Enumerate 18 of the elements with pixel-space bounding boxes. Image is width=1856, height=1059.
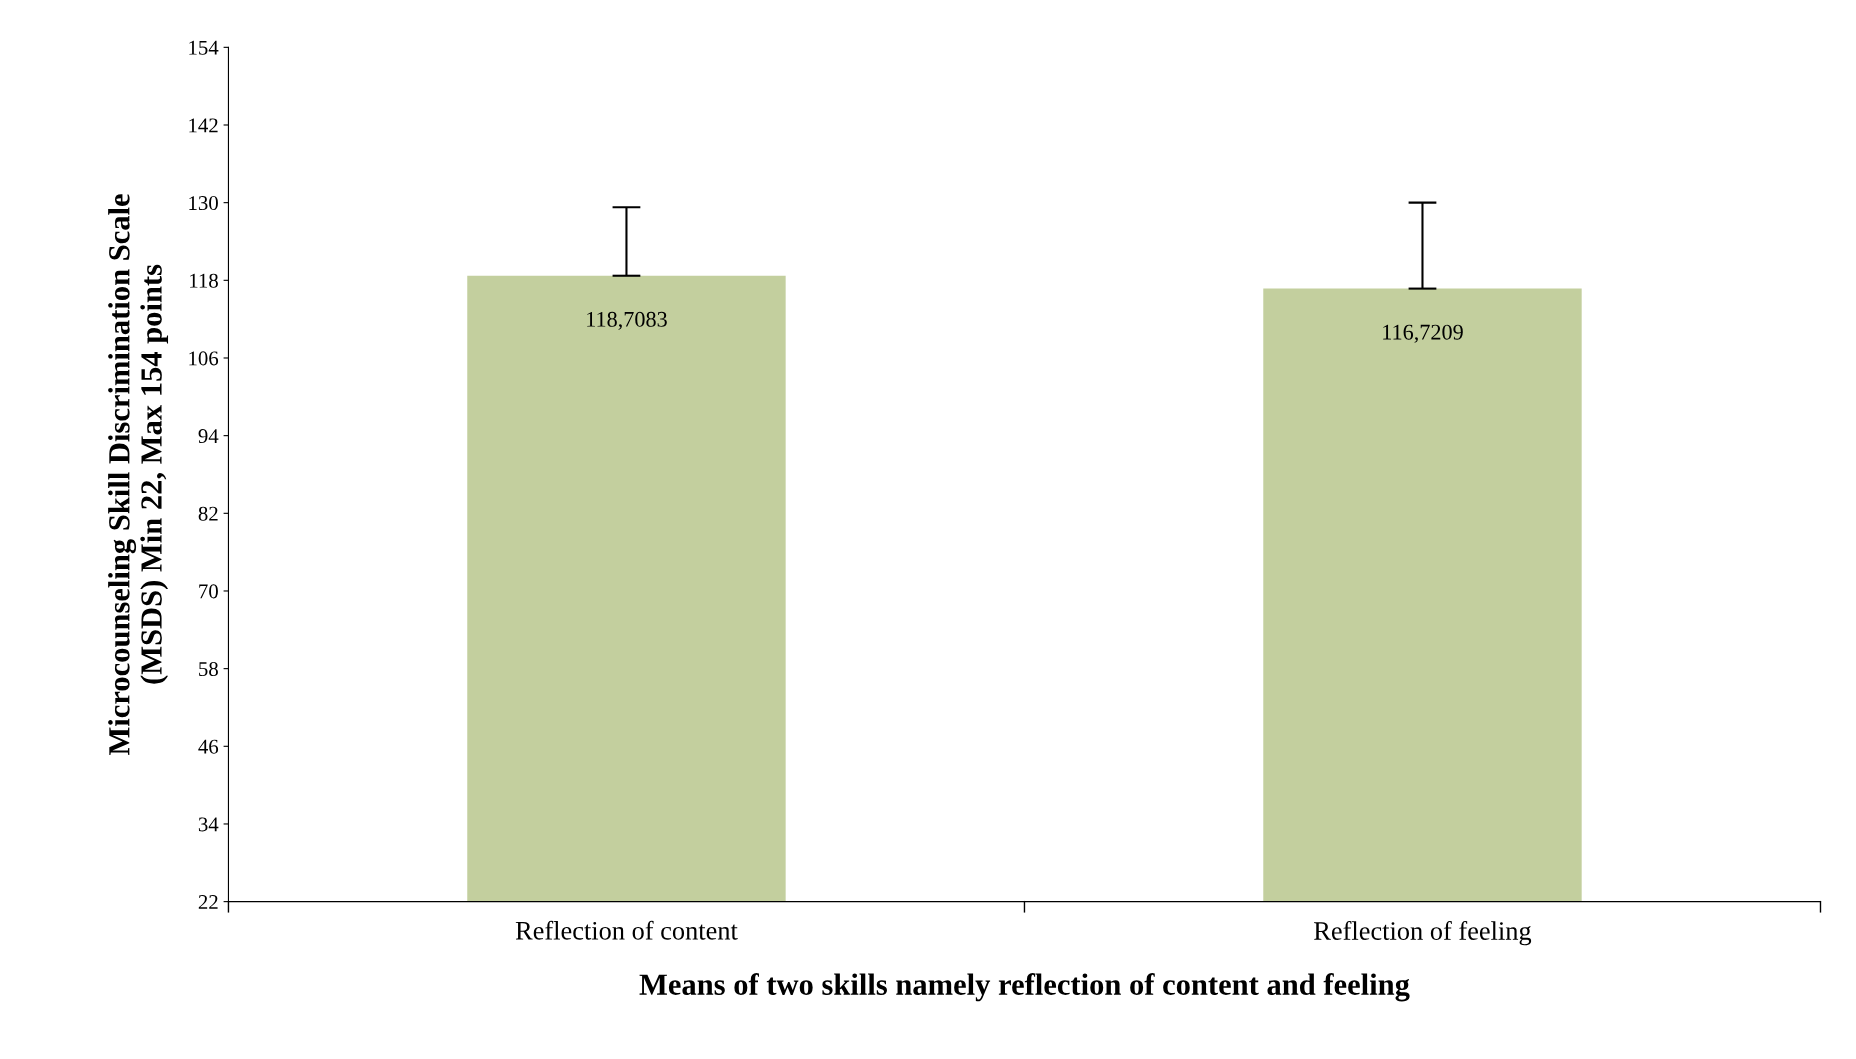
- y-tick-label: 118: [190, 273, 218, 288]
- y-tick-label: 46: [198, 739, 219, 754]
- data-label: 118,7083: [587, 311, 667, 330]
- y-tick-label: 106: [189, 351, 219, 366]
- y-tick-label: 82: [198, 506, 218, 521]
- y-tick-label: 70: [199, 584, 218, 599]
- y-axis-title: Microcounseling Skill Discrimination Scale (MSDS) Min 22, Max 154 points: [108, 194, 169, 756]
- x-tick-label: Reflection of content: [515, 920, 738, 940]
- y-tick-label: 58: [199, 662, 218, 677]
- y-tick-label: 22: [198, 895, 218, 909]
- y-tick-label: 34: [198, 817, 219, 832]
- y-tick-label: 154: [189, 40, 219, 55]
- data-label: 116,7209: [1383, 324, 1463, 343]
- y-tick-label: 142: [189, 118, 218, 133]
- y-tick-label: 130: [189, 196, 218, 211]
- y-tick-label: 94: [198, 429, 219, 444]
- x-axis-title: Means of two skills namely reflection of content and feeling: [639, 973, 1410, 1002]
- x-tick-label: Reflection of feeling: [1314, 921, 1532, 946]
